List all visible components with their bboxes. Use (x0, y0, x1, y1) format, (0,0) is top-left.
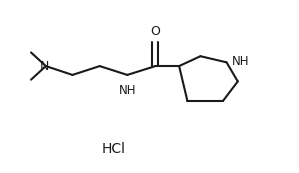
Text: NH: NH (118, 84, 136, 97)
Text: HCl: HCl (102, 143, 126, 157)
Text: O: O (150, 25, 160, 38)
Text: NH: NH (232, 55, 249, 68)
Text: N: N (40, 60, 49, 72)
